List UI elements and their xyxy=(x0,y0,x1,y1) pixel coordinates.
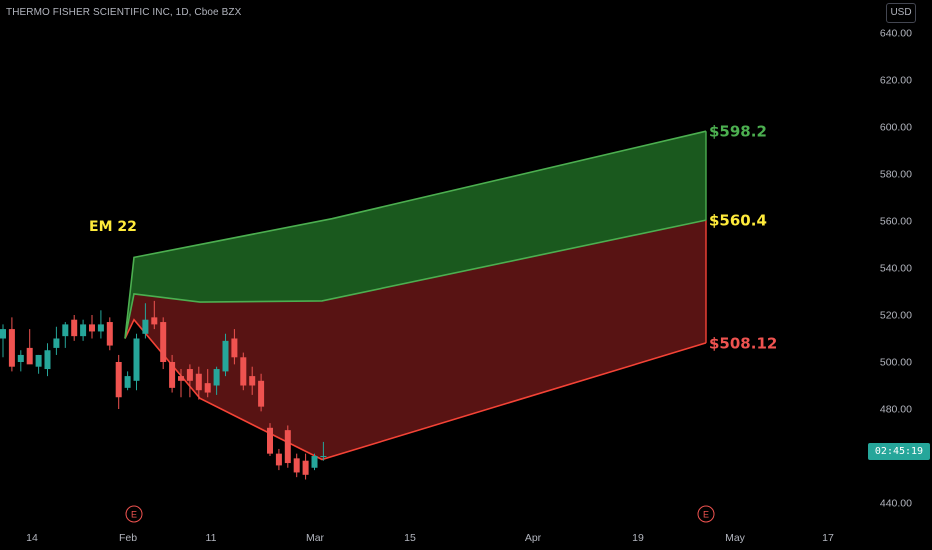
candle-body xyxy=(284,430,291,464)
green-zone-upper-line xyxy=(124,130,707,339)
candle-body xyxy=(115,362,122,398)
price-tick-label: 480.00 xyxy=(880,404,912,416)
candle-body xyxy=(106,322,113,346)
candle-body xyxy=(302,460,309,475)
price-tick-label: 640.00 xyxy=(880,28,912,40)
current-price-countdown: 02:45:19 xyxy=(868,443,930,460)
earnings-marker-label[interactable]: E xyxy=(131,510,137,520)
red-zone-fill xyxy=(125,220,706,460)
candle-body xyxy=(231,338,238,358)
candle-body xyxy=(17,354,24,362)
time-tick-label: May xyxy=(725,532,746,544)
candle-body xyxy=(160,322,167,362)
candle-body xyxy=(258,380,265,407)
currency-button[interactable]: USD xyxy=(886,3,916,23)
time-tick-label: 15 xyxy=(404,532,416,544)
candle-body xyxy=(195,373,202,391)
candle-body xyxy=(320,456,327,457)
time-tick-label: Feb xyxy=(119,532,137,544)
em-label: EM 22 xyxy=(89,219,137,235)
lower-target-label: $508.12 xyxy=(709,334,777,352)
candle-body xyxy=(204,383,211,393)
candle-body xyxy=(133,338,140,381)
candle-body xyxy=(186,369,193,381)
candle-body xyxy=(62,324,69,337)
candle-body xyxy=(240,357,247,386)
time-tick-label: Mar xyxy=(306,532,325,544)
green-zone-fill xyxy=(125,131,706,339)
candle-body xyxy=(142,319,149,334)
candle-body xyxy=(293,458,300,473)
time-tick-label: Apr xyxy=(525,532,542,544)
candle-body xyxy=(80,324,87,337)
price-tick-label: 580.00 xyxy=(880,169,912,181)
time-tick-label: 11 xyxy=(206,532,217,544)
price-tick-label: 600.00 xyxy=(880,122,912,134)
earnings-marker-icon[interactable] xyxy=(125,505,143,523)
price-tick-label: 500.00 xyxy=(880,357,912,369)
time-scale[interactable]: 14 Feb 11 Mar 15 Apr 19 May 17 xyxy=(26,532,834,544)
green-zone-lower-line xyxy=(124,219,707,339)
candle-body xyxy=(178,376,184,381)
candle-body xyxy=(222,340,229,372)
candle-body xyxy=(35,354,42,367)
candle-body xyxy=(169,362,176,388)
price-tick-label: 520.00 xyxy=(880,310,912,322)
candle-body xyxy=(124,376,131,388)
upper-target-label: $598.2 xyxy=(709,123,767,141)
candles-group xyxy=(0,300,327,480)
time-tick-label: 19 xyxy=(632,532,644,544)
candle-body xyxy=(97,324,104,332)
red-zone-lower-line xyxy=(124,318,707,461)
candle-body xyxy=(213,369,220,386)
candle-body xyxy=(311,456,318,468)
candle-body xyxy=(249,376,256,386)
chart-title: THERMO FISHER SCIENTIFIC INC, 1D, Cboe B… xyxy=(6,7,242,18)
time-tick-label: 17 xyxy=(822,532,834,544)
candle-body xyxy=(89,324,95,332)
candle-body xyxy=(44,350,51,370)
price-tick-label: 440.00 xyxy=(880,498,912,510)
candle-body xyxy=(275,453,282,466)
candle-body xyxy=(151,317,158,325)
candle-body xyxy=(267,427,273,454)
candle-body xyxy=(26,347,33,365)
zone-labels: $598.2 $560.4 $508.12 EM 22 xyxy=(89,123,777,353)
earnings-marker-icon[interactable] xyxy=(697,505,715,523)
price-tick-label: 540.00 xyxy=(880,263,912,275)
price-tick-label: 620.00 xyxy=(880,75,912,87)
candle-body xyxy=(8,329,15,367)
time-tick-label: 14 xyxy=(26,532,38,544)
expected-move-zones xyxy=(124,130,707,461)
mid-target-label: $560.4 xyxy=(709,212,767,230)
candle-body xyxy=(71,319,78,337)
candle-body xyxy=(0,329,6,339)
price-tick-label: 560.00 xyxy=(880,216,912,228)
candle-body xyxy=(53,338,60,348)
earnings-marker-label[interactable]: E xyxy=(703,510,709,520)
